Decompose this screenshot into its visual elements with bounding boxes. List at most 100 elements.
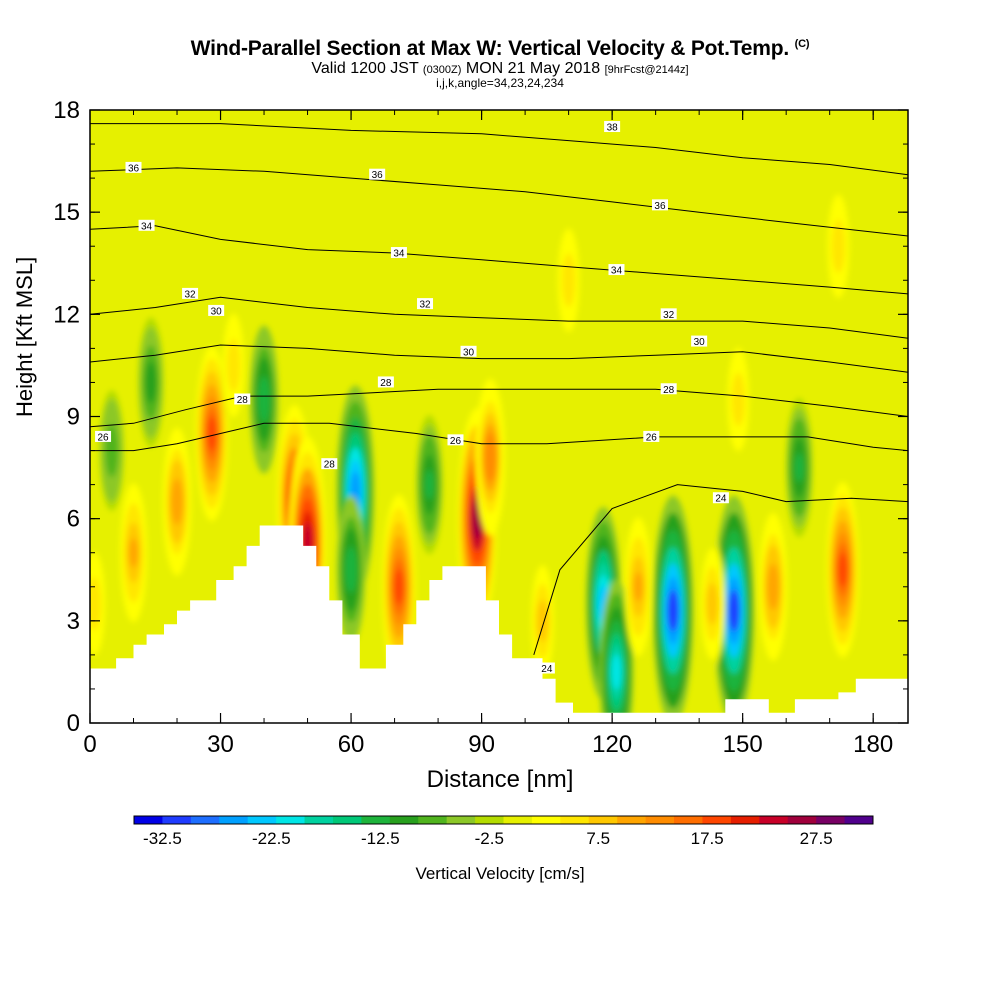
colorbar-swatch xyxy=(844,816,874,824)
colorbar-swatch xyxy=(219,816,249,824)
contour-label-bg xyxy=(608,264,625,276)
contour-label: 34 xyxy=(390,247,407,260)
contour-label-bg xyxy=(125,161,142,173)
downdraft-cell xyxy=(611,654,622,690)
x-tick-label: 90 xyxy=(468,731,495,758)
contour-32 xyxy=(90,296,908,339)
contour-label: 32 xyxy=(417,298,434,311)
contour-label: 34 xyxy=(608,264,625,277)
contour-30 xyxy=(90,344,908,373)
contour-label-text: 36 xyxy=(372,170,384,181)
contour-label: 36 xyxy=(651,199,668,212)
contour-label: 34 xyxy=(138,219,155,232)
contour-label: 30 xyxy=(691,335,708,348)
downdraft-cell xyxy=(346,554,356,586)
contour-label-bg xyxy=(460,345,477,357)
contour-label-bg xyxy=(712,492,729,504)
colorbar-swatch xyxy=(389,816,419,824)
colorbar-swatch xyxy=(645,816,675,824)
downdraft-cell xyxy=(146,368,156,397)
colorbar-tick-label: -32.5 xyxy=(143,829,182,848)
colorbar-swatch xyxy=(588,816,618,824)
contour-label-bg xyxy=(321,458,338,470)
forecast-tag: [9hrFcst@2144z] xyxy=(604,64,689,76)
colorbar-frame xyxy=(133,815,874,825)
contour-label-bg xyxy=(390,247,407,259)
contour-label-bg xyxy=(660,383,677,395)
contour-label-bg xyxy=(182,287,199,299)
colorbar-swatch xyxy=(446,816,476,824)
contour-label: 28 xyxy=(321,458,338,471)
contour-label: 24 xyxy=(538,662,555,675)
contour-label-text: 34 xyxy=(611,266,623,277)
colorbar-swatch xyxy=(134,816,163,824)
x-tick-label: 60 xyxy=(338,731,365,758)
contour-label-text: 28 xyxy=(663,385,675,396)
x-tick-label: 180 xyxy=(853,731,893,758)
updraft-cell xyxy=(707,589,717,618)
contour-label-text: 30 xyxy=(694,337,706,348)
x-tick-label: 150 xyxy=(723,731,763,758)
downdraft-cell xyxy=(667,589,679,632)
valid-date: MON 21 May 2018 xyxy=(465,60,601,77)
updraft-cell xyxy=(485,441,495,474)
contour-label-text: 30 xyxy=(211,306,223,317)
contour-label-text: 26 xyxy=(450,436,462,447)
field-cells xyxy=(90,185,860,723)
colorbar-swatch xyxy=(531,816,561,824)
chart-subtitle: Valid 1200 JST (0300Z) MON 21 May 2018 [… xyxy=(0,60,1000,78)
colorbar: -32.5 -22.5 -12.5 -2.5 7.5 17.5 27.5 xyxy=(133,815,874,848)
contour-label-text: 28 xyxy=(324,460,336,471)
contour-label-text: 32 xyxy=(419,300,431,311)
contour-label: 32 xyxy=(182,287,199,300)
updraft-cell xyxy=(837,552,848,587)
updraft-cell xyxy=(207,416,217,451)
contour-label-text: 38 xyxy=(607,123,619,134)
contour-label-text: 32 xyxy=(185,289,197,300)
x-tick-label: 30 xyxy=(207,731,234,758)
contour-label: 30 xyxy=(460,345,477,358)
contour-label-bg xyxy=(660,308,677,320)
colorbar-label: Vertical Velocity [cm/s] xyxy=(415,864,585,883)
contour-labels: 24 24 26 26 26 28 28 28 28 30 30 30 32 32 32 34 34 34 36 36… xyxy=(95,121,729,675)
contour-label-bg xyxy=(369,168,386,180)
contour-label-bg xyxy=(604,121,621,133)
contour-label: 36 xyxy=(369,168,386,181)
contour-label-text: 34 xyxy=(393,249,405,260)
updraft-cell xyxy=(734,386,743,413)
copyright-mark: (C) xyxy=(794,38,810,50)
contour-label-bg xyxy=(651,199,668,211)
contour-label-text: 30 xyxy=(463,347,475,358)
valid-zulu: (0300Z) xyxy=(422,64,462,76)
downdraft-cell xyxy=(259,384,269,415)
colorbar-swatch xyxy=(759,816,789,824)
contour-label-text: 26 xyxy=(97,432,109,443)
colorbar-swatch xyxy=(730,816,760,824)
contour-label: 26 xyxy=(643,430,660,443)
updraft-cell xyxy=(834,232,843,260)
y-axis-label: Height [Kft MSL] xyxy=(12,256,37,417)
contour-label: 24 xyxy=(712,492,729,505)
colorbar-swatch xyxy=(702,816,732,824)
y-tick-label: 18 xyxy=(53,97,80,124)
x-axis-label: Distance [nm] xyxy=(426,766,574,793)
contour-label: 28 xyxy=(660,383,677,396)
colorbar-tick-label: 27.5 xyxy=(800,829,833,848)
colorbar-swatch xyxy=(560,816,590,824)
contour-label: 30 xyxy=(208,304,225,317)
colorbar-swatch xyxy=(247,816,277,824)
colorbar-swatch xyxy=(304,816,334,824)
contour-label: 36 xyxy=(125,161,142,174)
colorbar-swatch xyxy=(418,816,448,824)
contour-label-text: 34 xyxy=(141,221,153,232)
contour-label-bg xyxy=(538,662,555,674)
x-tick-label: 120 xyxy=(592,731,632,758)
colorbar-swatch xyxy=(162,816,192,824)
contour-24 xyxy=(533,484,908,656)
contour-label: 26 xyxy=(447,434,464,447)
contour-label-text: 24 xyxy=(541,664,553,675)
contour-label-bg xyxy=(691,335,708,347)
contour-label-text: 36 xyxy=(128,163,140,174)
